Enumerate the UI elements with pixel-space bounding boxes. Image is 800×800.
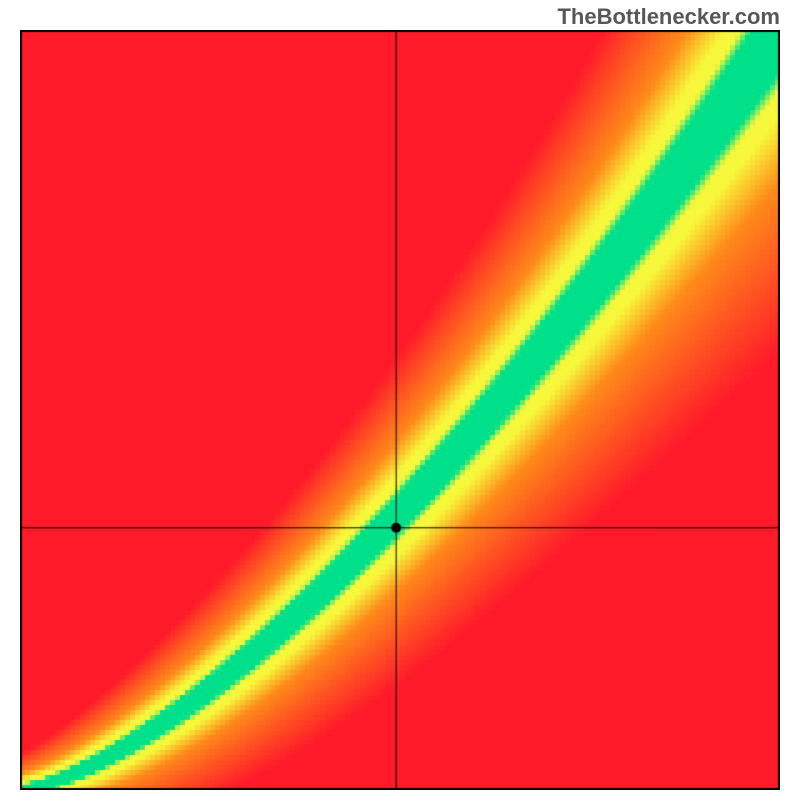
watermark-text: TheBottlenecker.com [557, 4, 780, 30]
bottleneck-heatmap-chart [20, 30, 780, 790]
